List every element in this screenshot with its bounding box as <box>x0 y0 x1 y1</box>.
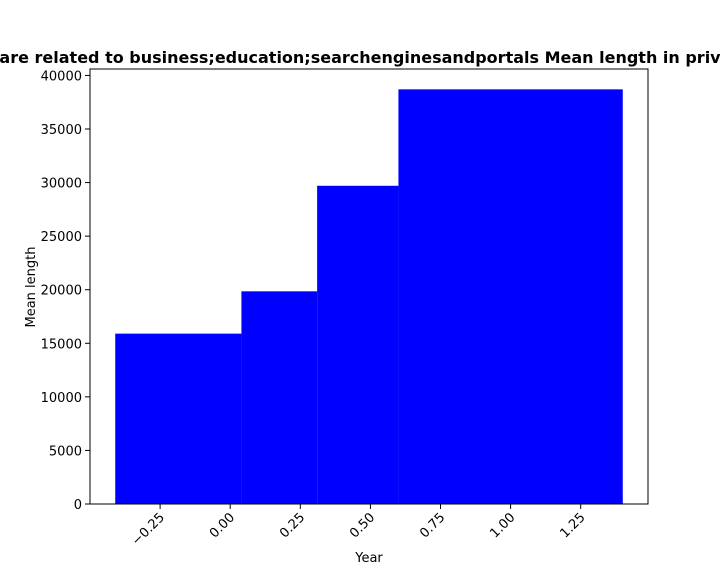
y-tick-label: 20000 <box>41 284 82 299</box>
x-tick-label: 1.25 <box>557 510 588 541</box>
y-axis: 0 5000 10000 15000 20000 25000 30000 35000 40000 <box>41 69 90 513</box>
y-axis-label: Mean length <box>24 247 39 328</box>
y-tick-label: 10000 <box>41 391 82 406</box>
x-tick-label: 1.00 <box>487 510 518 541</box>
x-axis-label: Year <box>354 551 383 566</box>
y-tick-label: 15000 <box>41 337 82 352</box>
y-tick-label: 0 <box>74 498 82 513</box>
chart-title: are related to business;education;search… <box>0 48 720 67</box>
bars-layer <box>115 89 623 505</box>
bar-3 <box>317 185 399 505</box>
bar-2 <box>241 291 318 504</box>
y-tick-label: 35000 <box>41 123 82 138</box>
x-tick-label: 0.25 <box>277 510 308 541</box>
x-tick-label: 0.00 <box>207 510 238 541</box>
y-tick-label: 40000 <box>41 69 82 84</box>
bar-4 <box>398 89 623 504</box>
plot-frame <box>89 68 649 505</box>
x-tick-label: 0.75 <box>417 510 448 541</box>
x-tick-label: −0.25 <box>129 510 168 549</box>
y-tick-label: 5000 <box>49 444 82 459</box>
y-tick-label: 25000 <box>41 230 82 245</box>
y-tick-label: 30000 <box>41 177 82 192</box>
bar-1 <box>115 333 242 504</box>
x-tick-label: 0.50 <box>347 510 378 541</box>
x-axis: −0.25 0.00 0.25 0.50 0.75 1.00 1.25 <box>129 504 589 549</box>
